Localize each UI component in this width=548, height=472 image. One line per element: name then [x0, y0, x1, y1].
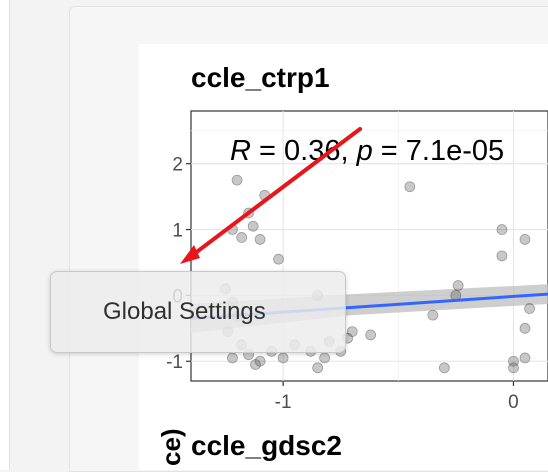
data-point — [404, 181, 416, 193]
correlation-annotation: R = 0.36, p = 7.1e-05 — [230, 135, 504, 167]
global-settings-tooltip: Global Settings — [50, 271, 346, 353]
r-symbol: R — [230, 135, 251, 167]
y-axis-label-text: ce) — [156, 428, 186, 466]
data-point — [247, 220, 259, 232]
next-plot-title: ccle_gdsc2 — [191, 430, 342, 461]
data-point — [496, 250, 508, 262]
data-point — [227, 352, 238, 364]
data-point — [508, 362, 519, 374]
data-point — [519, 234, 531, 245]
left-sidebar-edge — [0, 0, 10, 470]
data-point — [312, 362, 324, 374]
data-point — [524, 303, 535, 314]
plot-title: ccle_ctrp1 — [191, 62, 330, 93]
data-point — [438, 362, 450, 374]
data-point — [231, 174, 243, 186]
data-point — [346, 326, 358, 338]
data-point — [452, 280, 464, 291]
data-point — [496, 224, 508, 235]
y-tick-label: 2 — [172, 155, 183, 176]
y-axis-label-fragment: ce) — [152, 418, 188, 470]
data-point — [254, 355, 266, 367]
red-pointer-arrow — [180, 127, 362, 264]
data-point — [508, 355, 519, 367]
data-point — [277, 352, 289, 364]
data-point — [273, 253, 284, 265]
data-point — [365, 329, 377, 341]
data-point — [254, 234, 266, 245]
data-point — [519, 322, 531, 334]
x-tick-label: 0 — [508, 392, 519, 413]
data-point — [236, 232, 248, 243]
y-tick-label: 1 — [172, 221, 183, 242]
data-point — [427, 309, 439, 321]
data-point — [250, 359, 261, 370]
r-value: = 0.36, — [251, 135, 357, 167]
x-tick-label: -1 — [275, 392, 292, 413]
tooltip-label: Global Settings — [103, 298, 266, 325]
p-value: = 7.1e-05 — [373, 135, 504, 167]
p-symbol: p — [356, 135, 373, 167]
data-point — [519, 352, 531, 364]
y-tick-label: -1 — [166, 352, 183, 373]
data-point — [319, 352, 330, 364]
